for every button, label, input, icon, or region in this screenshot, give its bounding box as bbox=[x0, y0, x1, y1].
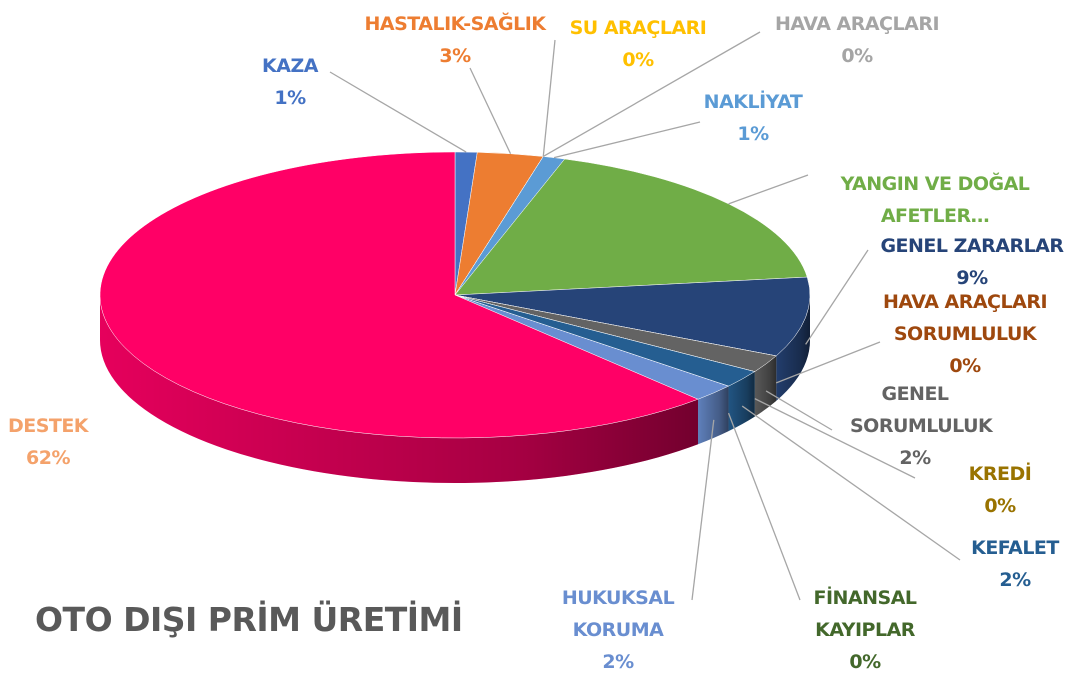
side-shade bbox=[100, 295, 699, 483]
leader-line bbox=[754, 398, 916, 479]
leader-line bbox=[775, 341, 881, 384]
label-name: KREDİ bbox=[968, 463, 1032, 485]
data-label: YANGIN VE DOĞAL AFETLER… bbox=[820, 168, 1050, 232]
label-value: 1% bbox=[274, 87, 306, 109]
leader-line bbox=[765, 390, 833, 431]
label-name: SU ARAÇLARI bbox=[569, 17, 707, 39]
label-name: HASTALIK-SAĞLIK bbox=[364, 13, 547, 35]
label-value: 1% bbox=[737, 123, 769, 145]
leader-line bbox=[542, 39, 556, 157]
label-value: 0% bbox=[849, 651, 881, 673]
data-label: GENEL SORUMLULUK 2% bbox=[850, 378, 993, 474]
label-value: 62% bbox=[26, 447, 70, 469]
data-label: HAVA ARAÇLARI SORUMLULUK 0% bbox=[865, 286, 1065, 382]
label-name: GENEL SORUMLULUK bbox=[850, 383, 993, 437]
label-name: HAVA ARAÇLARI bbox=[774, 13, 940, 35]
label-value: 0% bbox=[984, 495, 1016, 517]
data-label: KAZA 1% bbox=[230, 50, 350, 114]
leader-line bbox=[727, 412, 801, 601]
label-value: 0% bbox=[949, 355, 981, 377]
label-name: KEFALET bbox=[971, 537, 1059, 559]
data-label: HAVA ARAÇLARI 0% bbox=[757, 8, 957, 72]
data-label: HUKUKSAL KORUMA 2% bbox=[553, 582, 683, 675]
data-label: HASTALIK-SAĞLIK 3% bbox=[355, 8, 555, 72]
data-label: SU ARAÇLARI 0% bbox=[553, 12, 723, 76]
label-value: 2% bbox=[899, 447, 931, 469]
label-name: HAVA ARAÇLARI SORUMLULUK bbox=[882, 291, 1048, 345]
label-value: 2% bbox=[999, 569, 1031, 591]
label-name: FİNANSAL KAYIPLAR bbox=[813, 587, 917, 641]
label-value: 0% bbox=[841, 45, 873, 67]
data-label: FİNANSAL KAYIPLAR 0% bbox=[800, 582, 930, 675]
label-value: 9% bbox=[956, 267, 988, 289]
leader-line bbox=[329, 71, 467, 153]
side-shade bbox=[776, 295, 810, 401]
label-value: 0% bbox=[622, 49, 654, 71]
data-label: NAKLİYAT 1% bbox=[688, 86, 818, 150]
side-shade bbox=[698, 386, 729, 445]
label-value: 3% bbox=[439, 45, 471, 67]
chart-title: OTO DIŞI PRİM ÜRETİMİ bbox=[35, 600, 463, 639]
label-name: NAKLİYAT bbox=[703, 91, 803, 113]
slice bbox=[99, 151, 699, 439]
side-shade bbox=[728, 371, 755, 432]
label-name: HUKUKSAL KORUMA bbox=[561, 587, 675, 641]
leader-line bbox=[741, 405, 961, 561]
leader-line bbox=[542, 31, 761, 158]
label-value: 2% bbox=[602, 651, 634, 673]
leader-line bbox=[691, 419, 715, 601]
leader-line bbox=[805, 249, 869, 345]
slice bbox=[454, 158, 808, 296]
leader-line bbox=[728, 174, 809, 205]
data-label: GENEL ZARARLAR 9% bbox=[872, 230, 1072, 294]
data-label: KREDİ 0% bbox=[950, 458, 1050, 522]
leader-line bbox=[553, 121, 701, 159]
label-name: DESTEK bbox=[7, 415, 89, 437]
leader-line bbox=[469, 67, 512, 155]
slice bbox=[454, 276, 811, 357]
data-label: DESTEK 62% bbox=[0, 410, 98, 474]
label-name: KAZA bbox=[262, 55, 318, 77]
label-name: YANGIN VE DOĞAL AFETLER… bbox=[840, 173, 1030, 227]
label-name: GENEL ZARARLAR bbox=[880, 235, 1064, 257]
data-label: KEFALET 2% bbox=[955, 532, 1073, 596]
